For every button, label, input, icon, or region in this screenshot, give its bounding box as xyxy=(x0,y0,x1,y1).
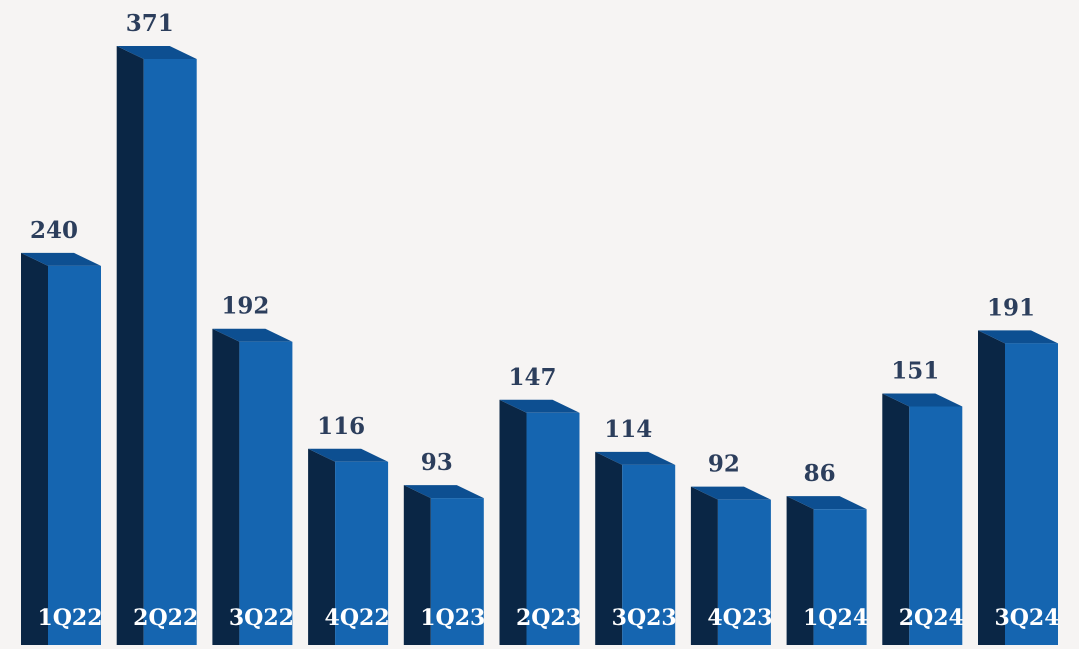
bar-side-face xyxy=(882,393,910,645)
bar-1q24: 86 1Q24 xyxy=(786,460,868,645)
value-label: 93 xyxy=(421,449,453,476)
category-label: 1Q23 xyxy=(420,605,485,631)
bar-top-face xyxy=(308,448,389,462)
bar-1q23: 93 1Q23 xyxy=(403,449,485,645)
bar-top-face xyxy=(21,252,101,266)
category-label: 3Q23 xyxy=(612,605,677,631)
category-label: 4Q23 xyxy=(707,605,772,631)
category-label: 2Q22 xyxy=(133,605,198,631)
bar-front-face xyxy=(430,498,484,645)
bar-3q22: 192 3Q22 xyxy=(212,293,294,645)
bar-front-face xyxy=(813,509,867,645)
value-label: 116 xyxy=(317,413,365,440)
category-label: 1Q22 xyxy=(37,605,102,631)
value-label: 371 xyxy=(126,10,174,37)
bar-top-face xyxy=(403,485,484,499)
bar-4q23: 92 4Q23 xyxy=(690,451,772,645)
bar-side-face xyxy=(690,486,718,645)
category-label: 3Q22 xyxy=(229,605,294,631)
bar-4q22: 116 4Q22 xyxy=(308,413,390,645)
value-label: 147 xyxy=(508,364,556,391)
value-label: 114 xyxy=(604,416,652,443)
bar-2q24: 151 2Q24 xyxy=(882,357,964,645)
bar-side-face xyxy=(308,448,336,645)
bar-1q22: 240 1Q22 xyxy=(21,217,103,645)
bar-side-face xyxy=(116,46,144,645)
bar-front-face xyxy=(909,406,963,645)
value-label: 191 xyxy=(987,294,1035,321)
bar-3q24: 191 3Q24 xyxy=(978,294,1060,645)
bar-top-face xyxy=(786,496,867,510)
bar-front-face xyxy=(48,265,101,645)
bar-side-face xyxy=(21,252,48,645)
category-label: 2Q24 xyxy=(899,605,964,631)
value-label: 92 xyxy=(708,451,740,478)
value-label: 240 xyxy=(30,217,78,244)
value-label: 151 xyxy=(891,357,939,384)
bar-front-face xyxy=(526,412,580,645)
bar-front-face xyxy=(143,59,197,645)
bar-top-face xyxy=(595,451,676,465)
bar-top-face xyxy=(690,486,771,500)
bar-side-face xyxy=(499,399,527,645)
bar-front-face xyxy=(1005,343,1058,645)
bar-side-face xyxy=(212,328,240,645)
bar-2q22: 371 2Q22 xyxy=(116,10,198,645)
category-label: 3Q24 xyxy=(994,605,1059,631)
category-label: 1Q24 xyxy=(803,605,868,631)
bar-side-face xyxy=(978,330,1005,645)
bar-top-face xyxy=(882,393,963,407)
bar-front-face xyxy=(335,461,389,645)
category-label: 4Q22 xyxy=(325,605,390,631)
bar-front-face xyxy=(717,499,771,645)
bar-top-face xyxy=(212,328,293,342)
category-label: 2Q23 xyxy=(516,605,581,631)
bar-side-face xyxy=(403,485,431,645)
bar-side-face xyxy=(595,451,623,645)
bar-2q23: 147 2Q23 xyxy=(499,364,581,645)
value-label: 86 xyxy=(804,460,836,487)
bar-front-face xyxy=(239,341,293,645)
bar-top-face xyxy=(978,330,1058,344)
bars-group: 240 1Q22 371 2Q22 192 3Q22 116 4Q22 93 1Q23 147 2Q2… xyxy=(21,10,1060,645)
bar-front-face xyxy=(622,464,676,645)
bar-3q23: 114 3Q23 xyxy=(595,416,677,645)
bar-side-face xyxy=(786,496,814,645)
bar-top-face xyxy=(116,46,197,59)
bar-top-face xyxy=(499,399,580,413)
value-label: 192 xyxy=(221,293,269,320)
